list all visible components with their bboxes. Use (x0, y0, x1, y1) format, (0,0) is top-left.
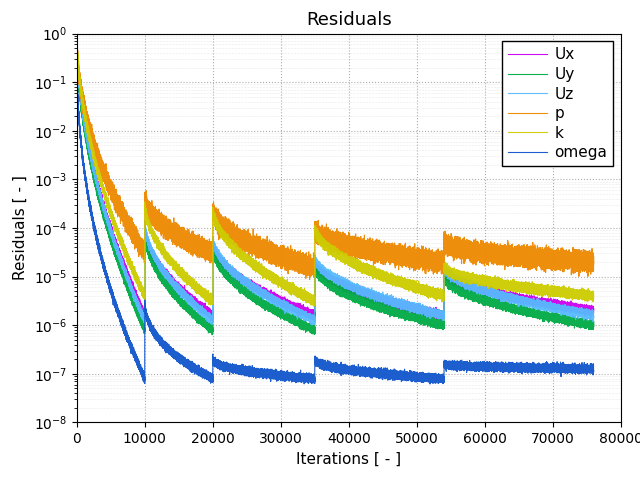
Y-axis label: Residuals [ - ]: Residuals [ - ] (13, 176, 28, 280)
Line: p: p (77, 31, 593, 279)
omega (426, 375, 434, 381)
Uz (426, 308, 434, 313)
Uy (351, 299, 359, 305)
Uz (351, 286, 359, 292)
Uy (426, 317, 434, 323)
k (73, 28, 81, 34)
omega (306, 373, 314, 379)
Uy (535, 311, 543, 316)
k (535, 287, 543, 293)
Line: k: k (77, 31, 593, 306)
p (564, 254, 572, 260)
Legend: Ux, Uy, Uz, p, k, omega: Ux, Uy, Uz, p, k, omega (502, 41, 613, 167)
Title: Residuals: Residuals (306, 11, 392, 29)
p (535, 261, 543, 266)
Ux (589, 305, 597, 311)
Ux (439, 318, 447, 324)
p (73, 28, 81, 34)
p (589, 259, 597, 264)
Uy (208, 332, 216, 337)
p (340, 243, 348, 249)
k (351, 259, 359, 265)
p (306, 258, 314, 264)
k (564, 291, 572, 297)
Uy (564, 316, 572, 322)
Uy (73, 41, 81, 47)
omega (564, 367, 572, 372)
k (426, 288, 434, 293)
p (426, 261, 434, 267)
omega (351, 367, 359, 372)
Ux (73, 37, 81, 43)
X-axis label: Iterations [ - ]: Iterations [ - ] (296, 452, 401, 467)
p (73, 37, 81, 43)
Ux (340, 284, 348, 290)
omega (535, 364, 543, 370)
Uz (340, 279, 348, 285)
k (340, 254, 348, 260)
Ux (351, 289, 359, 295)
Uz (564, 303, 572, 309)
Line: Ux: Ux (77, 40, 593, 321)
Uz (535, 300, 543, 306)
Uz (308, 322, 316, 327)
k (310, 303, 317, 309)
Line: Uy: Uy (77, 42, 593, 335)
Ux (535, 300, 543, 305)
Uy (306, 326, 314, 332)
omega (73, 45, 81, 50)
omega (426, 381, 434, 387)
omega (589, 368, 597, 373)
Uz (73, 37, 81, 43)
Uz (589, 314, 597, 320)
k (306, 294, 314, 300)
Line: Uz: Uz (77, 40, 593, 324)
Ux (426, 311, 434, 317)
p (351, 248, 359, 254)
Uy (589, 324, 597, 329)
Ux (564, 302, 572, 308)
p (306, 276, 314, 282)
Uy (340, 290, 348, 296)
Uy (73, 39, 81, 45)
Ux (306, 310, 314, 316)
Uz (306, 317, 314, 323)
Line: omega: omega (77, 48, 593, 384)
k (589, 296, 597, 302)
omega (340, 362, 348, 368)
